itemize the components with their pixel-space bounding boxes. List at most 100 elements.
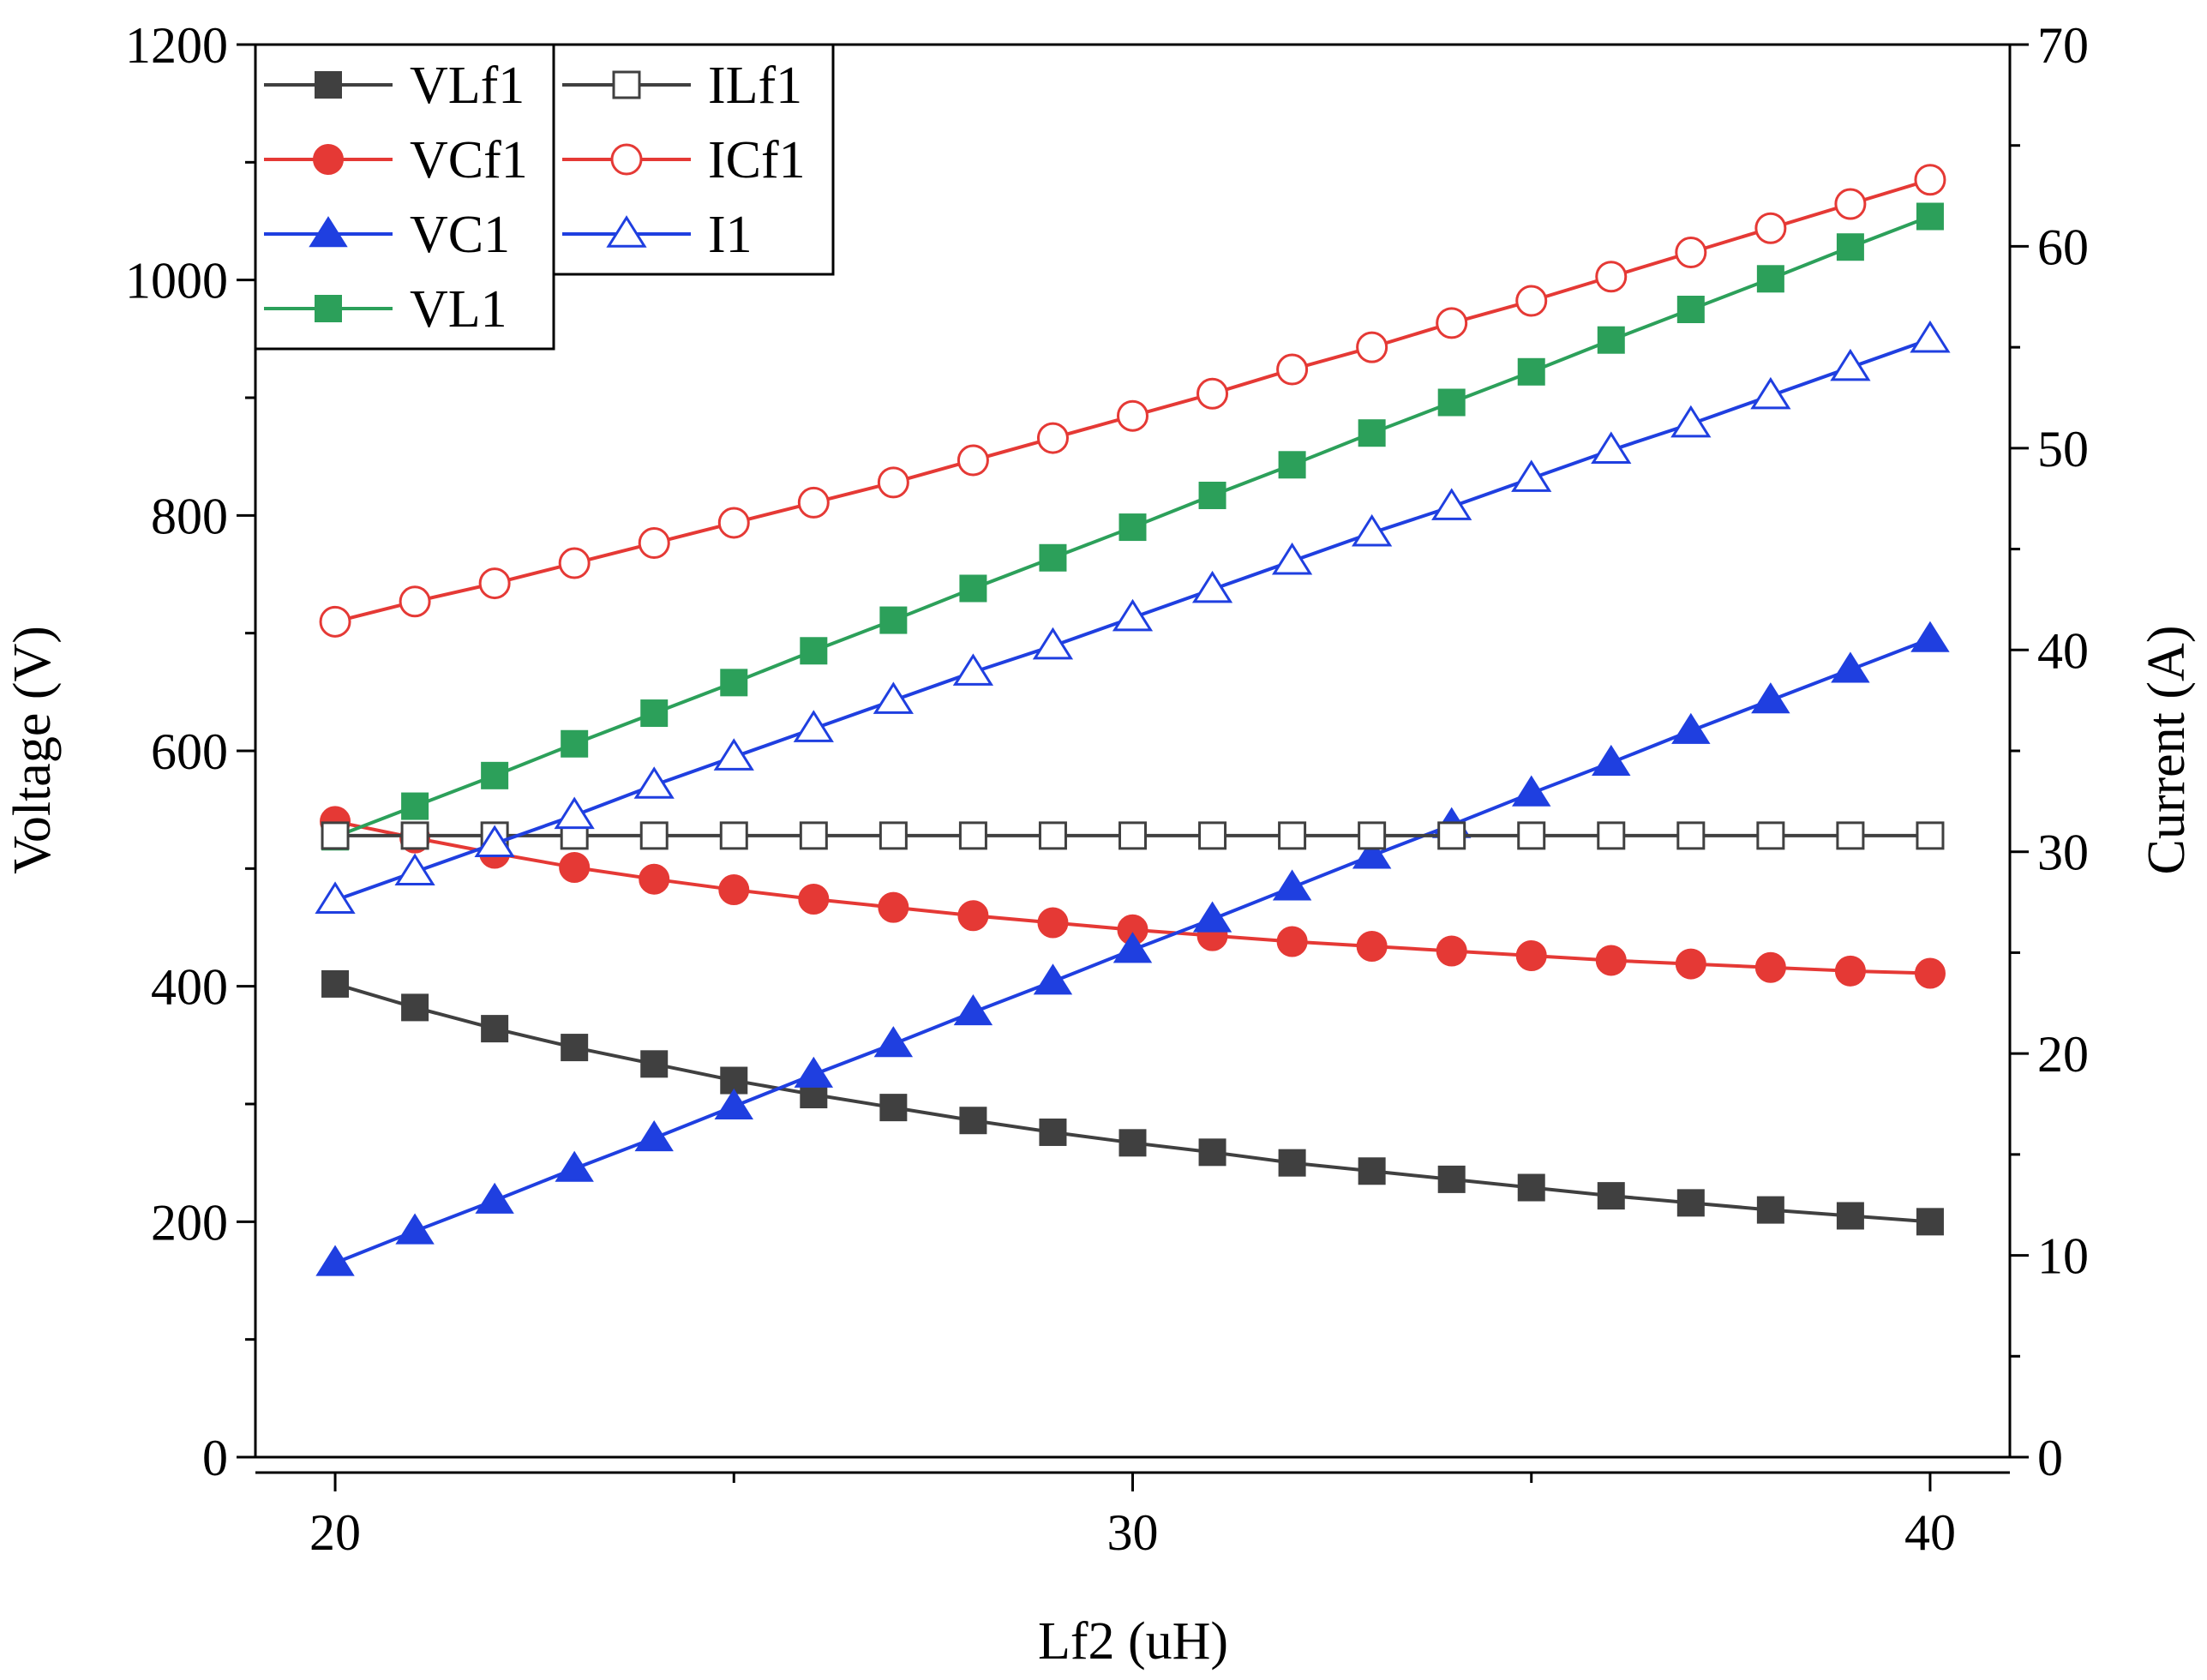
legend-label-vc1: VC1 [410, 206, 510, 264]
data-point-i1 [633, 766, 675, 799]
legend-label-i1: I1 [708, 206, 753, 264]
data-point-ilf1 [1038, 821, 1067, 850]
data-point-i1 [1830, 348, 1871, 381]
data-point-vc1 [1112, 932, 1153, 963]
legend-item-i1: I1 [562, 206, 753, 264]
data-point-icf1 [1276, 353, 1309, 386]
data-point-icf1 [1754, 212, 1787, 244]
x-axis-label: Lf2 (uH) [1038, 1612, 1228, 1671]
data-point-ilf1 [321, 821, 350, 850]
y2-tick-label: 50 [2037, 421, 2089, 477]
data-point-vcf1 [1914, 957, 1946, 989]
legend: VLf1 VCf1 VC1 VL1 ILf1 ICf1 I1 [254, 43, 835, 351]
y-tick-label: 1000 [125, 253, 228, 309]
data-point-icf1 [1356, 331, 1388, 363]
legend-box-voltage [254, 43, 555, 351]
legend-label-icf1: ICf1 [708, 131, 806, 189]
data-point-vlf1 [1118, 1129, 1147, 1157]
data-point-icf1 [1036, 422, 1069, 454]
legend-item-vc1: VC1 [264, 206, 510, 264]
data-point-i1 [474, 825, 515, 858]
data-point-vl1 [720, 669, 748, 697]
data-point-vcf1 [1515, 939, 1547, 971]
data-point-ilf1 [1916, 821, 1945, 850]
data-point-i1 [394, 853, 435, 886]
data-point-i1 [952, 653, 994, 686]
data-point-icf1 [717, 507, 750, 539]
data-point-vcf1 [1595, 945, 1627, 976]
data-point-icf1 [319, 605, 351, 638]
legend-item-vlf1: VLf1 [264, 57, 525, 115]
data-point-vl1 [800, 637, 828, 665]
data-point-icf1 [478, 567, 511, 600]
data-point-vc1 [1272, 869, 1312, 901]
data-point-vcf1 [639, 863, 670, 895]
data-point-vlf1 [879, 1094, 908, 1122]
data-point-i1 [1112, 598, 1154, 632]
data-point-vc1 [315, 1245, 355, 1276]
y-tick-label: 1200 [125, 17, 228, 74]
y-tick-label: 200 [151, 1194, 228, 1251]
y2-axis-label: Current (A) [2138, 626, 2196, 875]
data-point-ilf1 [639, 821, 669, 850]
y2-tick-label: 40 [2037, 622, 2089, 679]
data-point-vl1 [1676, 296, 1705, 323]
data-point-icf1 [1196, 377, 1229, 410]
data-point-i1 [873, 681, 914, 714]
legend-marker-i1 [606, 215, 647, 248]
data-point-vlf1 [1278, 1149, 1306, 1177]
legend-label-vcf1: VCf1 [410, 131, 528, 189]
data-point-icf1 [797, 486, 830, 519]
x-tick-label: 40 [1904, 1504, 1956, 1561]
series-vl1 [321, 202, 1944, 851]
data-point-icf1 [1436, 307, 1468, 339]
data-point-vc1 [395, 1213, 435, 1245]
y2-tick-label: 10 [2037, 1228, 2089, 1285]
data-point-ilf1 [1756, 821, 1785, 850]
y2-tick-label: 0 [2037, 1430, 2063, 1486]
data-point-vl1 [1597, 326, 1625, 354]
data-point-vcf1 [1675, 948, 1706, 980]
data-point-ilf1 [1836, 821, 1865, 850]
legend-marker-icf1 [610, 143, 643, 176]
data-point-vl1 [879, 606, 908, 634]
data-point-icf1 [877, 466, 909, 499]
data-point-vl1 [1437, 388, 1466, 417]
data-point-icf1 [558, 547, 591, 579]
legend-item-icf1: ICf1 [562, 131, 806, 189]
data-point-ilf1 [1597, 821, 1626, 850]
data-point-vl1 [640, 699, 669, 728]
data-point-vcf1 [1436, 935, 1467, 967]
legend-marker-vcf1 [313, 144, 344, 175]
series-i1 [315, 320, 1951, 914]
data-point-ilf1 [1278, 821, 1307, 850]
data-point-vl1 [1836, 233, 1864, 261]
data-point-ilf1 [1198, 821, 1227, 850]
data-point-vl1 [1756, 265, 1784, 293]
y2-tick-label: 70 [2037, 17, 2089, 74]
data-point-vl1 [1358, 419, 1386, 447]
data-point-vlf1 [1517, 1173, 1545, 1202]
data-point-vc1 [873, 1026, 914, 1058]
data-point-vc1 [1592, 744, 1631, 776]
data-point-vlf1 [401, 993, 429, 1022]
legend-item-ilf1: ILf1 [562, 57, 802, 115]
data-point-vl1 [1039, 543, 1067, 572]
series-vlf1 [321, 969, 1944, 1236]
data-point-i1 [1670, 405, 1712, 438]
data-point-icf1 [1834, 188, 1867, 220]
data-point-vc1 [555, 1150, 594, 1182]
data-point-i1 [554, 796, 595, 830]
data-point-vl1 [561, 729, 589, 758]
data-point-vlf1 [1676, 1189, 1705, 1217]
data-point-icf1 [1117, 399, 1148, 432]
data-point-vc1 [634, 1119, 674, 1152]
legend-marker-vc1 [309, 216, 348, 248]
data-point-icf1 [957, 444, 989, 477]
data-point-vc1 [794, 1056, 834, 1088]
series-line-vlf1 [334, 982, 1931, 1224]
series-layer [315, 164, 1951, 1276]
y-tick-label: 600 [151, 723, 228, 780]
data-point-ilf1 [1437, 821, 1466, 850]
